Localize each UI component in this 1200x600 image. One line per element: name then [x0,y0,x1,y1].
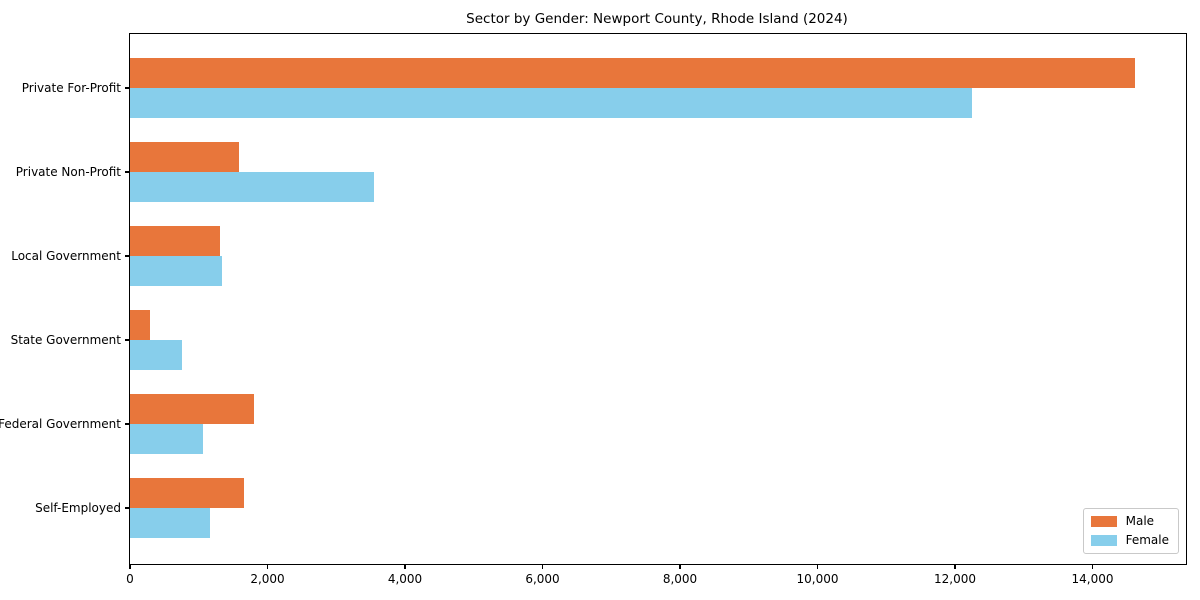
legend-item-female: Female [1090,533,1169,547]
x-axis-label: 2,000 [250,572,285,586]
y-tick-mark [125,171,129,173]
x-tick-mark [816,565,819,569]
bar-female-4 [130,340,182,370]
legend-item-male: Male [1090,514,1169,528]
bar-female-6 [130,508,210,538]
x-axis-label: 6,000 [525,572,560,586]
y-axis-label: State Government [10,333,121,347]
y-tick-mark [125,423,129,425]
x-tick-mark [679,565,681,569]
legend-label-male: Male [1125,514,1155,528]
y-axis-label: Self-Employed [35,501,121,515]
x-tick-mark [954,565,956,569]
bar-male-5 [130,394,255,424]
bar-female-5 [130,424,204,454]
y-axis-label: Private Non-Profit [15,165,121,179]
bar-female-3 [130,256,222,286]
x-tick-mark [541,565,544,569]
chart-title: Sector by Gender: Newport County, Rhode … [466,11,848,27]
x-tick-mark [1091,565,1094,569]
bar-male-4 [130,310,150,340]
y-axis-label: Federal Government [0,417,121,431]
y-tick-mark [125,255,129,257]
x-axis-label: 0 [126,572,134,586]
x-tick-mark [404,565,406,569]
bar-female-1 [130,88,973,118]
bar-female-2 [130,172,375,202]
bar-male-1 [130,58,1136,88]
x-axis-label: 8,000 [662,572,698,586]
y-tick-mark [125,507,129,509]
bar-male-2 [130,142,240,172]
x-axis-label: 12,000 [934,572,976,586]
legend-swatch-female-icon [1090,535,1117,546]
legend-label-female: Female [1125,533,1169,547]
y-axis-label: Local Government [11,249,121,263]
bar-male-3 [130,226,221,256]
y-axis-label: Private For-Profit [21,81,121,95]
y-tick-mark [125,87,129,89]
x-tick-mark [129,565,131,569]
bar-male-6 [130,478,245,508]
x-axis-label: 10,000 [796,572,839,586]
legend: Male Female [1082,508,1179,554]
x-axis-label: 14,000 [1071,572,1114,586]
x-tick-mark [266,565,269,569]
legend-swatch-male-icon [1090,516,1117,527]
y-tick-mark [125,339,129,341]
x-axis-label: 4,000 [387,572,423,586]
plot-area: Male Female Private For-Profit Private No… [0,33,1187,586]
